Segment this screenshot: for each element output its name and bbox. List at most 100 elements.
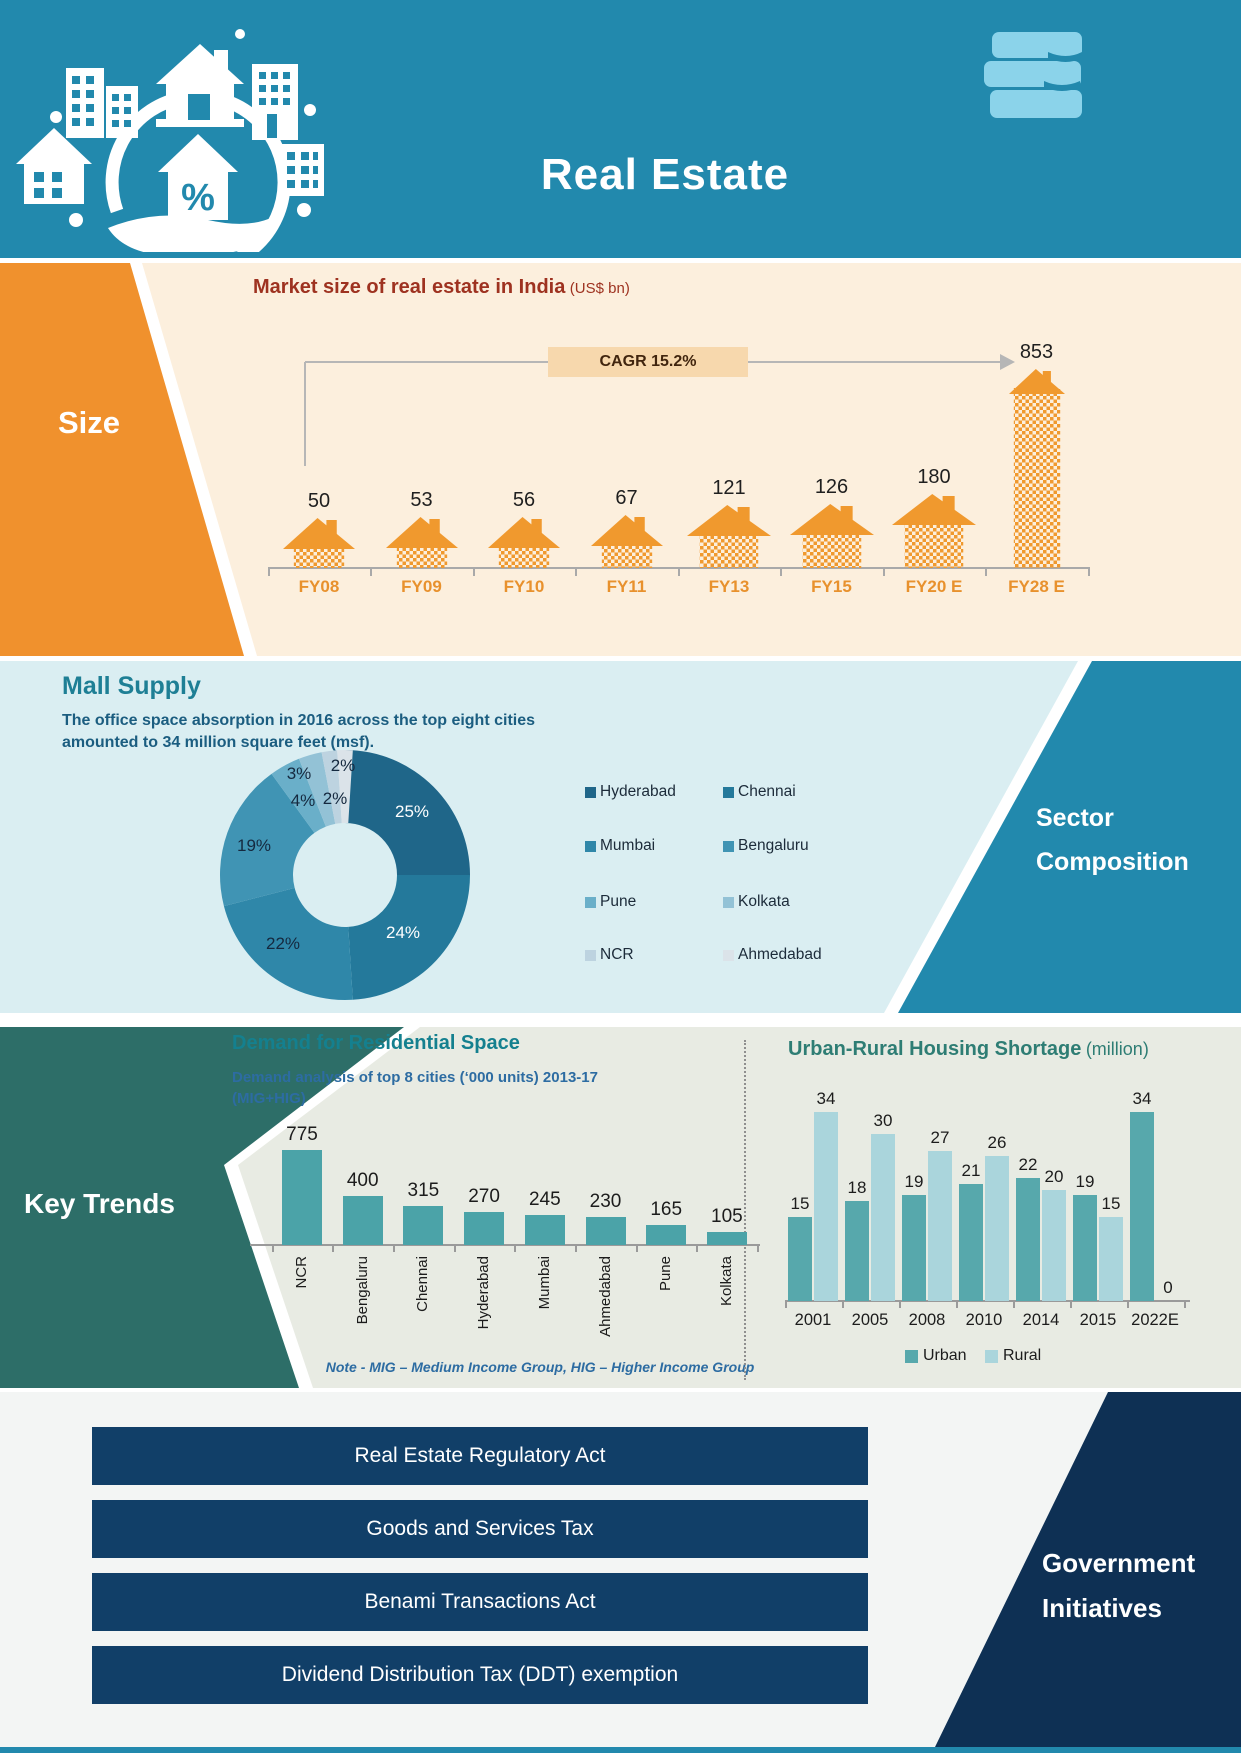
axis-tick <box>882 567 885 576</box>
year-label: 2008 <box>908 1311 946 1329</box>
legend-label: Hyderabad <box>600 783 676 800</box>
donut-label: 2% <box>322 789 348 808</box>
axis-tick <box>1183 1300 1186 1308</box>
donut-label: 22% <box>265 934 301 953</box>
chart-separator-line <box>744 1040 746 1380</box>
urban-bar <box>845 1201 869 1301</box>
mall-supply-subtitle-line1: The office space absorption in 2016 acro… <box>62 712 536 729</box>
demand-bar <box>646 1225 687 1245</box>
bar-value-label: 27 <box>930 1128 950 1147</box>
bar-value-label: 22 <box>1018 1155 1038 1174</box>
bar-category-label: Chennai <box>414 1256 432 1312</box>
bar-value-label: 19 <box>1075 1172 1095 1191</box>
gov-initiative-item: Goods and Services Tax <box>92 1500 868 1558</box>
legend-swatch <box>985 1349 998 1363</box>
axis-tick <box>898 1300 901 1308</box>
bar-value-label: 105 <box>711 1206 743 1227</box>
donut-slice <box>220 773 315 907</box>
shortage-chart-title-unit: (million) <box>1085 1039 1149 1059</box>
axis-tick <box>1069 1300 1072 1308</box>
demand-bar <box>585 1217 626 1245</box>
legend-swatch <box>585 949 596 961</box>
donut-label: 24% <box>385 923 421 942</box>
header: % Real Estate <box>0 0 1241 258</box>
axis-tick <box>1087 567 1090 576</box>
fy-label: FY20 E <box>905 577 963 596</box>
house-value-label: 53 <box>410 489 433 511</box>
axis-tick <box>332 1244 335 1252</box>
bar-category-label: Mumbai <box>535 1256 553 1310</box>
legend-label: NCR <box>600 946 634 963</box>
axis-tick <box>784 1300 787 1308</box>
legend-swatch <box>905 1349 918 1363</box>
bar-category-label: Kolkata <box>717 1256 735 1307</box>
rural-bar <box>814 1112 838 1301</box>
legend-item: Kolkata <box>723 893 790 911</box>
sector-composition-section <box>0 661 1078 1013</box>
donut-label: 19% <box>236 836 272 855</box>
house-bar <box>283 518 355 568</box>
house-value-label: 180 <box>917 466 951 488</box>
rural-bar <box>1042 1190 1066 1301</box>
shortage-chart-title-text: Urban-Rural Housing Shortage <box>788 1038 1082 1060</box>
legend-item: Hyderabad <box>585 783 676 801</box>
demand-chart-subtitle-line2: (MIG+HIG) <box>232 1090 306 1107</box>
year-label: 2015 <box>1079 1311 1117 1329</box>
donut-slice <box>337 750 353 824</box>
legend-swatch <box>723 786 734 798</box>
axis-tick <box>985 567 987 576</box>
legend-item: Rural <box>985 1347 1041 1365</box>
house-value-label: 56 <box>512 489 536 511</box>
bar-value-label: 30 <box>873 1111 893 1130</box>
urban-bar <box>902 1195 926 1301</box>
legend-swatch <box>585 786 596 798</box>
house-bar <box>687 505 771 568</box>
house-value-label: 67 <box>615 487 638 509</box>
axis-line <box>785 1300 1190 1302</box>
donut-slice <box>271 758 326 833</box>
donut-slice <box>345 750 470 875</box>
demand-bar <box>282 1150 322 1245</box>
house-value-label: 853 <box>1019 341 1054 363</box>
donut-slice <box>321 750 342 824</box>
legend-label: Pune <box>600 893 637 910</box>
fy-label: FY09 <box>401 577 442 596</box>
bar-value-label: 34 <box>1132 1089 1152 1108</box>
donut-slice <box>298 752 336 827</box>
bar-value-label: 21 <box>961 1161 981 1180</box>
legend-swatch <box>585 896 596 908</box>
axis-tick <box>267 567 270 576</box>
donut-label: 4% <box>290 791 316 810</box>
fy-label: FY11 <box>606 577 647 596</box>
bar-category-label: Hyderabad <box>475 1256 493 1330</box>
cagr-arrowhead-icon <box>1000 354 1015 370</box>
bar-value-label: 165 <box>650 1199 683 1220</box>
bar-category-label: Bengaluru <box>353 1256 371 1325</box>
donut-label: 3% <box>286 764 312 783</box>
house-bar <box>892 494 976 568</box>
demand-bar <box>524 1215 565 1245</box>
legend-item: Urban <box>905 1347 967 1365</box>
gov-panel-label-line2: Initiatives <box>1042 1593 1162 1623</box>
mall-supply-donut-chart <box>220 750 470 1000</box>
axis-tick <box>271 1244 274 1252</box>
gov-panel-label-line1: Government <box>1042 1548 1196 1578</box>
urban-bar <box>1130 1112 1154 1301</box>
urban-bar <box>1073 1195 1097 1301</box>
size-panel-label: Size <box>58 405 121 440</box>
sector-panel-label-line1: Sector <box>1036 804 1114 832</box>
donut-label: 25% <box>394 802 430 821</box>
rural-bar <box>871 1134 895 1301</box>
bar-value-label: 0 <box>1163 1278 1173 1297</box>
demand-bar <box>342 1196 383 1245</box>
real-estate-hand-house-icon: % <box>16 29 324 252</box>
legend-swatch <box>585 840 596 852</box>
legend-label: Mumbai <box>600 837 656 854</box>
axis-tick <box>841 1300 844 1308</box>
legend-label: Urban <box>923 1347 967 1364</box>
donut-slice <box>223 887 353 1000</box>
year-label: 2022E <box>1131 1311 1179 1329</box>
axis-tick <box>370 567 372 576</box>
bottom-accent-strip <box>0 1747 1241 1753</box>
